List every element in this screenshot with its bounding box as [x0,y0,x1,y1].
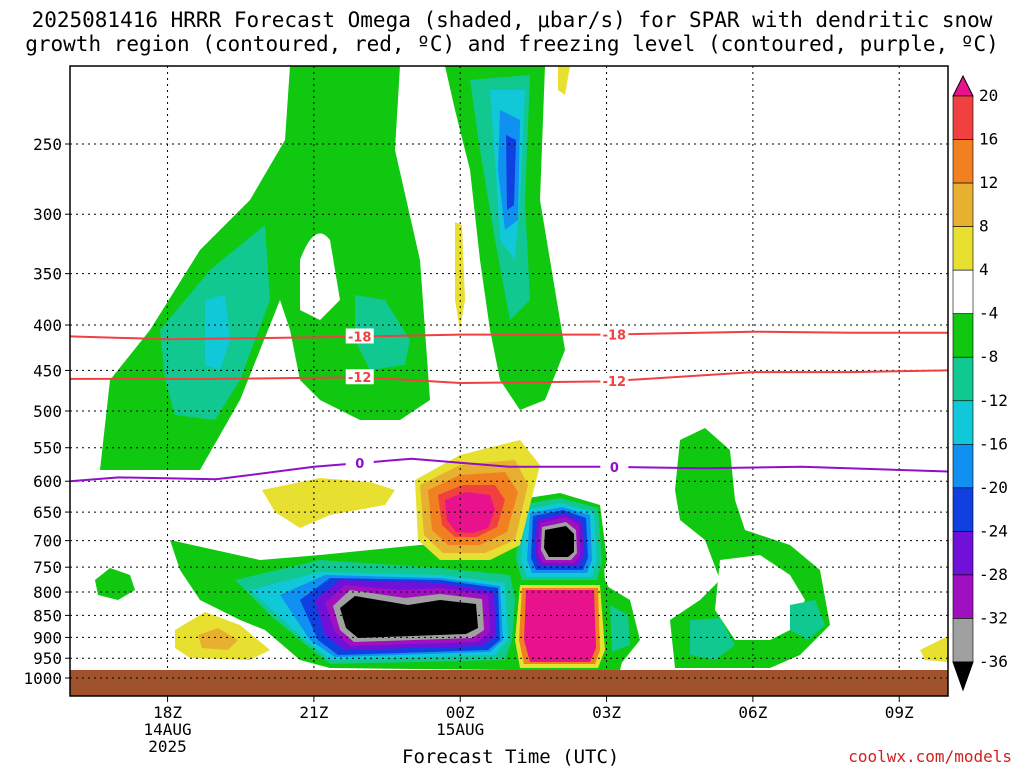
credit-link[interactable]: coolwx.com/models [848,747,1012,766]
contour-label-bg [345,455,374,471]
contour--12 [70,369,949,385]
contour-label-bg [600,458,629,474]
colorbar-label: -20 [979,478,1008,497]
y-tick-label: 750 [33,558,62,577]
chart-title-line-2: growth region (contoured, red, ºC) and f… [25,32,999,56]
colorbar-swatch [952,95,974,140]
colorbar-swatch [952,444,974,489]
colorbar-swatch [952,531,974,576]
y-tick-label: 350 [33,265,62,284]
y-tick-label: 600 [33,472,62,491]
contour-label: -18 [603,328,627,343]
colorbar-label: 8 [979,217,989,236]
contour-label-bg [345,328,374,344]
colorbar-label: -8 [979,347,998,366]
colorbar-bottom-arrow [952,661,974,692]
x-axis-label: Forecast Time (UTC) [402,746,620,768]
omega-shading [95,66,948,670]
omega-region-upper-center-darkblue [506,135,516,210]
omega-region-warm-lower-magenta [524,590,596,662]
colorbar-swatch [952,400,974,445]
omega-region-mid-teal [355,295,410,370]
colorbar-label: 20 [979,86,998,105]
plot-frame [69,65,949,697]
contour--18 [69,330,948,341]
x-tick-date: 14AUG [143,720,191,739]
contour-label-bg [345,369,374,385]
omega-region-yellow-right-edge [920,636,948,662]
y-tick-label: 850 [33,606,62,625]
x-tick-date: 15AUG [436,720,484,739]
colorbar-label: 16 [979,130,998,149]
omega-region-lower-right-teal-2 [790,600,825,640]
y-tick-label: 500 [33,402,62,421]
colorbar-label: -4 [979,304,998,323]
colorbar-label: -32 [979,608,1008,627]
colorbar-swatch [952,269,974,314]
contour-label-bg [600,372,629,388]
colorbar-swatch [952,226,974,271]
y-tick-label: 300 [33,205,62,224]
colorbar-label: 4 [979,260,989,279]
omega-hole [300,233,340,320]
colorbar-swatch [952,313,974,358]
colorbar-label: -24 [979,521,1008,540]
omega-region-right-teal-strip [610,605,630,652]
omega-region-lower-black [340,596,478,638]
omega-region-lower-right-teal [690,618,735,660]
omega-region-lower-right-white [715,555,805,640]
x-tick-year: 2025 [148,737,187,756]
y-tick-label: 550 [33,439,62,458]
y-tick-label: 700 [33,532,62,551]
y-axis: 250 300 350 400 450 500 550 600 650 700 750 800 850 9… [23,135,70,688]
x-tick-label: 06Z [738,703,767,722]
ground-surface [70,670,948,696]
y-tick-label: 950 [33,649,62,668]
colorbar-swatch [952,139,974,184]
contour-label: -12 [348,371,372,386]
omega-region-yellow-left-mid [262,478,395,528]
x-tick-label: 09Z [885,703,914,722]
omega-region-upper-yellow-2 [558,66,570,95]
y-tick-label: 400 [33,316,62,335]
colorbar: 20 16 12 8 4 -4 -8 -12 -16 -20 -24 -28 -32 -36 [952,74,1008,692]
y-tick-label: 800 [33,583,62,602]
y-tick-label: 450 [33,361,62,380]
colorbar-label: -36 [979,652,1008,671]
colorbar-swatch [952,574,974,619]
omega-region-lower-green-small [95,568,135,600]
omega-region-right-blob-black [544,526,574,557]
contour-label: -12 [603,375,627,390]
x-tick-label: 21Z [299,703,328,722]
y-tick-label: 650 [33,503,62,522]
colorbar-swatch [952,356,974,402]
colorbar-label: -28 [979,565,1008,584]
contour-lines: -18 -18 -12 -12 0 0 [69,326,949,483]
grid [70,66,948,679]
x-tick-label: 00Z [446,703,475,722]
x-tick-label: 18Z [153,703,182,722]
x-tick-label: 03Z [592,703,621,722]
y-tick-label: 1000 [23,669,62,688]
omega-region-orange-bottom-left [198,628,238,650]
omega-region-warm-blob-magenta [445,492,495,533]
y-tick-label: 250 [33,135,62,154]
colorbar-swatch [952,182,974,227]
y-tick-label: 900 [33,628,62,647]
contour-0 [69,457,949,483]
chart-title-line-1: 2025081416 HRRR Forecast Omega (shaded, … [31,8,993,32]
contour-label-bg [600,326,629,342]
colorbar-label: -16 [979,434,1008,453]
colorbar-swatch [952,487,974,532]
colorbar-label: -12 [979,391,1008,410]
colorbar-swatch [952,618,974,663]
contour-label: 0 [355,457,364,472]
contour-label: -18 [348,330,372,345]
contour-label: 0 [610,461,619,476]
colorbar-top-arrow [952,74,974,97]
omega-region-cyan-left [205,295,230,370]
colorbar-label: 12 [979,173,998,192]
